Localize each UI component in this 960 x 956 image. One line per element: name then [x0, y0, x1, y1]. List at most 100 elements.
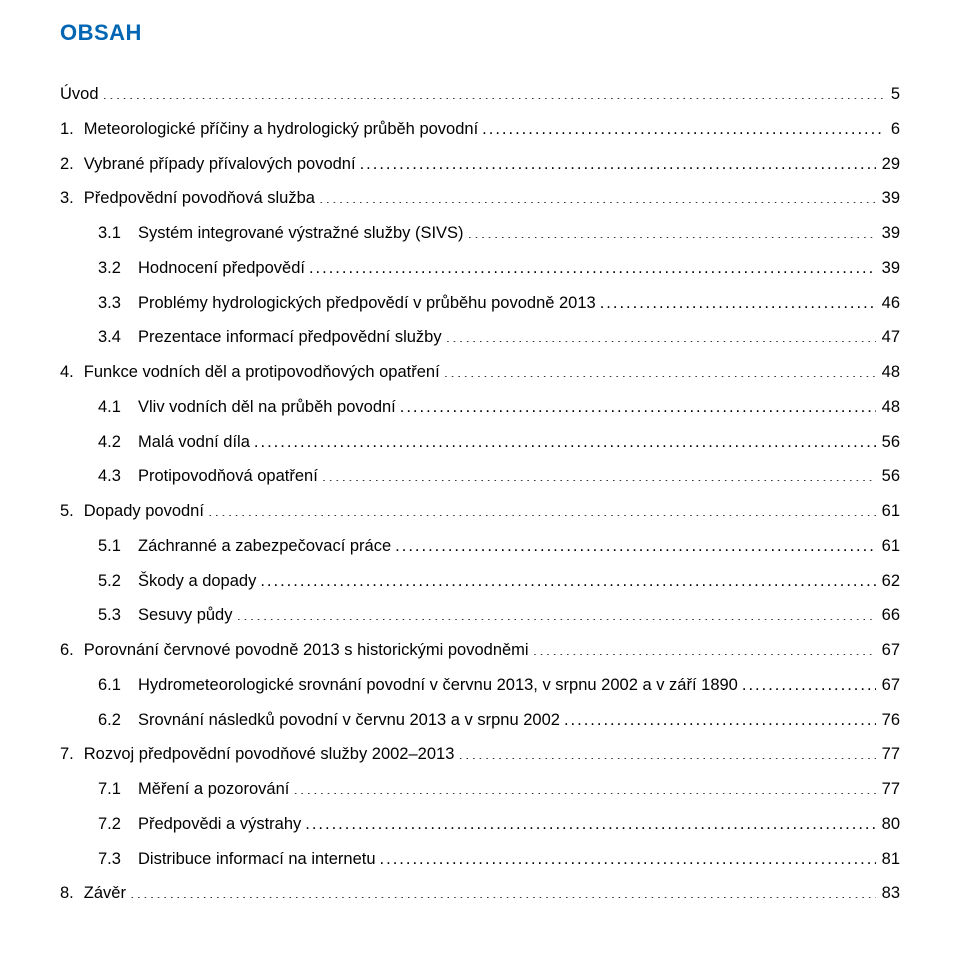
toc-entry-label: Škody a dopady: [138, 569, 256, 594]
toc-entry-label: Záchranné a zabezpečovací práce: [138, 534, 391, 559]
toc-leader-dots: [482, 117, 885, 134]
toc-entry-page: 66: [880, 603, 900, 628]
toc-entry: 4.3Protipovodňová opatření 56: [60, 464, 900, 489]
toc-entry: 5.2Škody a dopady62: [60, 569, 900, 594]
toc-entry-page: 56: [880, 464, 900, 489]
toc-entry-page: 48: [880, 360, 900, 385]
toc-entry-number: 7.: [60, 742, 84, 767]
toc-entry-page: 77: [880, 742, 900, 767]
toc-entry-label: Hydrometeorologické srovnání povodní v č…: [138, 673, 738, 698]
toc-entry-label: Vliv vodních děl na průběh povodní: [138, 395, 396, 420]
toc-entry-label: Rozvoj předpovědní povodňové služby 2002…: [84, 742, 455, 767]
toc-leader-dots: [468, 222, 876, 239]
toc-entry: 5.3Sesuvy půdy66: [60, 603, 900, 628]
toc-entry-label: Distribuce informací na internetu: [138, 847, 376, 872]
toc-leader-dots: [130, 882, 876, 899]
toc-entry-label: Předpovědi a výstrahy: [138, 812, 301, 837]
toc-entry: 5.Dopady povodní 61: [60, 499, 900, 524]
toc-entry: 6.Porovnání červnové povodně 2013 s hist…: [60, 638, 900, 663]
toc-entry-page: 47: [880, 325, 900, 350]
table-of-contents: Úvod5 1.Meteorologické příčiny a hydrolog…: [60, 82, 900, 906]
toc-entry-number: 5.: [60, 499, 84, 524]
toc-entry-number: 7.1: [98, 777, 138, 802]
toc-entry: 3.4Prezentace informací předpovědní služ…: [60, 325, 900, 350]
toc-entry: 4.1Vliv vodních děl na průběh povodní 48: [60, 395, 900, 420]
toc-entry-label: Dopady povodní: [84, 499, 204, 524]
toc-entry-number: 6.: [60, 638, 84, 663]
toc-entry-label: Porovnání červnové povodně 2013 s histor…: [84, 638, 529, 663]
toc-entry: 2.Vybrané případy přívalových povodní 29: [60, 152, 900, 177]
toc-entry-page: 61: [880, 534, 900, 559]
toc-entry-page: 39: [880, 221, 900, 246]
toc-entry-label: Protipovodňová opatření: [138, 464, 318, 489]
toc-leader-dots: [305, 812, 875, 829]
toc-leader-dots: [309, 256, 876, 273]
toc-leader-dots: [293, 778, 875, 795]
toc-entry-label: Závěr: [84, 881, 126, 906]
toc-entry: Úvod5: [60, 82, 900, 107]
toc-entry: 8.Závěr83: [60, 881, 900, 906]
toc-entry-label: Prezentace informací předpovědní služby: [138, 325, 442, 350]
toc-entry-label: Meteorologické příčiny a hydrologický pr…: [84, 117, 478, 142]
toc-entry-page: 80: [880, 812, 900, 837]
toc-entry-page: 5: [889, 82, 900, 107]
toc-leader-dots: [254, 430, 876, 447]
toc-entry-number: 4.3: [98, 464, 138, 489]
toc-entry: 7.1Měření a pozorování77: [60, 777, 900, 802]
toc-entry-page: 61: [880, 499, 900, 524]
toc-entry-page: 46: [880, 291, 900, 316]
toc-entry-number: 3.: [60, 186, 84, 211]
toc-entry-number: 6.1: [98, 673, 138, 698]
toc-entry: 4.Funkce vodních děl a protipovodňových …: [60, 360, 900, 385]
toc-leader-dots: [103, 83, 885, 100]
toc-entry-number: 4.1: [98, 395, 138, 420]
toc-entry: 1.Meteorologické příčiny a hydrologický …: [60, 117, 900, 142]
toc-entry-label: Srovnání následků povodní v červnu 2013 …: [138, 708, 560, 733]
toc-entry-label: Funkce vodních děl a protipovodňových op…: [84, 360, 440, 385]
toc-leader-dots: [742, 673, 876, 690]
toc-entry-number: 4.2: [98, 430, 138, 455]
toc-leader-dots: [446, 326, 876, 343]
toc-entry-label: Systém integrované výstražné služby (SIV…: [138, 221, 464, 246]
toc-entry-page: 48: [880, 395, 900, 420]
toc-entry: 6.1Hydrometeorologické srovnání povodní …: [60, 673, 900, 698]
toc-entry: 7.3Distribuce informací na internetu81: [60, 847, 900, 872]
toc-entry-number: 5.2: [98, 569, 138, 594]
toc-entry: 4.2Malá vodní díla 56: [60, 430, 900, 455]
toc-leader-dots: [444, 361, 876, 378]
toc-entry-page: 56: [880, 430, 900, 455]
toc-entry-number: 3.1: [98, 221, 138, 246]
toc-entry: 3.3Problémy hydrologických předpovědí v …: [60, 291, 900, 316]
toc-leader-dots: [236, 604, 875, 621]
toc-entry-page: 39: [880, 256, 900, 281]
toc-entry-page: 29: [880, 152, 900, 177]
toc-entry-label: Hodnocení předpovědí: [138, 256, 305, 281]
toc-entry-number: 3.3: [98, 291, 138, 316]
toc-entry-label: Vybrané případy přívalových povodní: [84, 152, 356, 177]
toc-entry-page: 81: [880, 847, 900, 872]
toc-entry-label: Malá vodní díla: [138, 430, 250, 455]
toc-entry: 3.2Hodnocení předpovědí39: [60, 256, 900, 281]
toc-entry-number: 5.1: [98, 534, 138, 559]
toc-leader-dots: [260, 569, 875, 586]
toc-entry-number: 7.2: [98, 812, 138, 837]
toc-entry-number: 1.: [60, 117, 84, 142]
toc-leader-dots: [360, 152, 876, 169]
toc-entry-label: Měření a pozorování: [138, 777, 289, 802]
toc-entry: 5.1Záchranné a zabezpečovací práce 61: [60, 534, 900, 559]
page-title: OBSAH: [60, 20, 900, 46]
toc-entry-page: 67: [880, 673, 900, 698]
toc-entry-number: 8.: [60, 881, 84, 906]
toc-entry-label: Problémy hydrologických předpovědí v prů…: [138, 291, 596, 316]
toc-leader-dots: [380, 847, 876, 864]
toc-leader-dots: [400, 395, 876, 412]
toc-entry-number: 2.: [60, 152, 84, 177]
toc-entry: 7.Rozvoj předpovědní povodňové služby 20…: [60, 742, 900, 767]
toc-entry: 3.1Systém integrované výstražné služby (…: [60, 221, 900, 246]
toc-leader-dots: [458, 743, 875, 760]
toc-entry-number: 4.: [60, 360, 84, 385]
toc-entry: 3.Předpovědní povodňová služba39: [60, 186, 900, 211]
toc-leader-dots: [564, 708, 876, 725]
toc-leader-dots: [322, 465, 876, 482]
toc-leader-dots: [600, 291, 876, 308]
